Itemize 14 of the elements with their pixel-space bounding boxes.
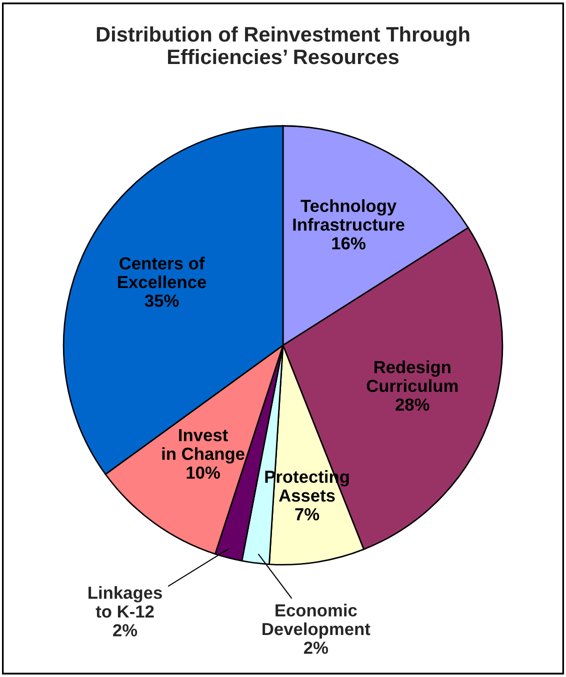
slice-label: Technology Infrastructure [293,199,404,231]
data-label: 10% [186,466,220,479]
data-label: 2% [113,624,138,636]
data-label: 2% [304,642,328,654]
data-label: 7% [295,508,320,520]
chart-title: Distribution of Reinvestment Through Efficiencies’ Resources [96,26,470,64]
data-label: 16% [332,237,366,250]
slice-label: Invest in Change [162,429,244,464]
data-label: 35% [144,294,179,307]
slice-label: Redesign Curriculum [366,360,458,392]
data-label: 28% [396,398,430,411]
slice-label: Centers of Excellence [118,256,206,288]
slice-label: Linkages to K-12 [88,586,162,618]
slice-label: Economic Development [262,604,370,639]
